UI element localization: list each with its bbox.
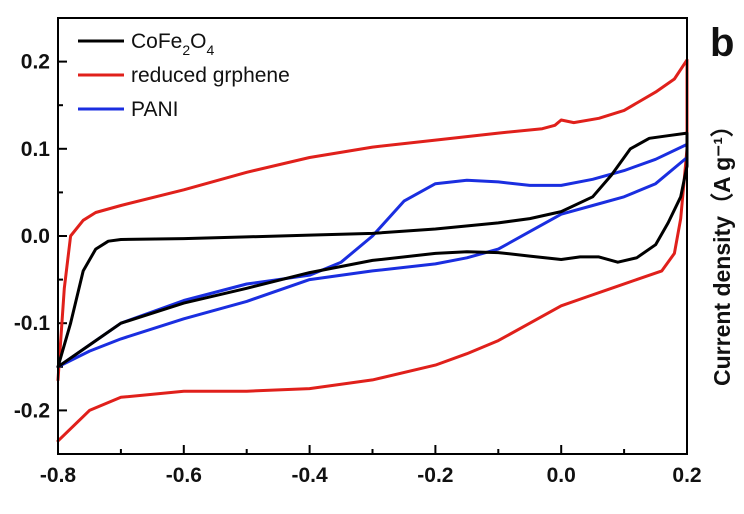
y-tick-label: -0.2 <box>14 399 50 422</box>
legend-label-cofe2o4: CoFe2O4 <box>131 30 215 58</box>
x-tick-label: -0.4 <box>292 464 329 487</box>
x-tick-label: 0.2 <box>672 464 701 487</box>
legend-label-pani: PANI <box>131 98 178 121</box>
panel-letter: b <box>710 21 734 65</box>
x-tick-label: -0.8 <box>40 464 77 487</box>
legend: CoFe2O4 reduced grphene PANI <box>78 30 290 121</box>
y-tick-label: 0.2 <box>21 51 50 74</box>
plot-frame <box>57 17 688 455</box>
y-tick-label: 0.1 <box>21 138 51 161</box>
y-axis-label: Current density（A g⁻¹） <box>709 114 735 386</box>
series-line-cofe2o4 <box>56 131 689 369</box>
x-tick-label: -0.6 <box>166 464 202 487</box>
y-tick-label: 0.0 <box>21 225 50 248</box>
y-tick-label: -0.1 <box>14 312 51 335</box>
axis-tick-labels: -0.8 -0.6 -0.4 -0.2 0.0 0.2 -0.2 -0.1 0.0 0.1 0.2 <box>14 51 702 487</box>
legend-label-reduced-grphene: reduced grphene <box>131 64 290 87</box>
x-tick-label: 0.0 <box>547 464 576 487</box>
x-tick-label: -0.2 <box>417 464 453 487</box>
series-line-reduced-grphene <box>56 58 689 443</box>
